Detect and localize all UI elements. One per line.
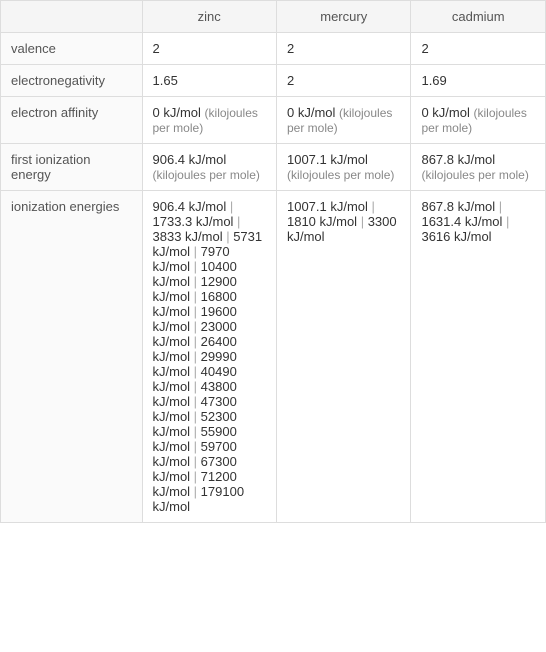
row-header: electron affinity <box>1 97 143 144</box>
row-header: first ionization energy <box>1 144 143 191</box>
cell-unit: (kilojoules per mole) <box>153 168 260 182</box>
cell-value: 2 <box>421 41 428 56</box>
cell-value: 2 <box>287 41 294 56</box>
separator: | <box>190 259 201 274</box>
data-cell: 2 <box>276 65 410 97</box>
cell-unit: (kilojoules per mole) <box>287 168 394 182</box>
separator: | <box>190 319 201 334</box>
data-cell: 1007.1 kJ/mol | 1810 kJ/mol | 3300 kJ/mo… <box>276 191 410 523</box>
ionization-value: 1810 kJ/mol <box>287 214 357 229</box>
table-row: valence 2 2 2 <box>1 33 546 65</box>
cell-value: 1.65 <box>153 73 178 88</box>
row-header: ionization energies <box>1 191 143 523</box>
separator: | <box>190 364 201 379</box>
separator: | <box>233 214 240 229</box>
separator: | <box>368 199 375 214</box>
table-row: electronegativity 1.65 2 1.69 <box>1 65 546 97</box>
properties-table: zinc mercury cadmium valence222electrone… <box>0 0 546 523</box>
separator: | <box>357 214 368 229</box>
ionization-value: 867.8 kJ/mol <box>421 199 495 214</box>
cell-value: 906.4 kJ/mol <box>153 152 227 167</box>
cell-value: 1007.1 kJ/mol <box>287 152 368 167</box>
separator: | <box>190 454 201 469</box>
cell-value: 2 <box>153 41 160 56</box>
data-cell: 2 <box>276 33 410 65</box>
separator: | <box>190 379 201 394</box>
separator: | <box>495 199 502 214</box>
table-row: electron affinity0 kJ/mol (kilojoules pe… <box>1 97 546 144</box>
table-row: first ionization energy906.4 kJ/mol (kil… <box>1 144 546 191</box>
separator: | <box>190 334 201 349</box>
separator: | <box>502 214 509 229</box>
data-cell: 2 <box>142 33 276 65</box>
separator: | <box>190 289 201 304</box>
ionization-value: 1733.3 kJ/mol <box>153 214 234 229</box>
column-header: mercury <box>276 1 410 33</box>
separator: | <box>226 199 233 214</box>
separator: | <box>190 409 201 424</box>
separator: | <box>223 229 234 244</box>
row-header: electronegativity <box>1 65 143 97</box>
cell-value: 0 kJ/mol <box>421 105 469 120</box>
cell-value: 2 <box>287 73 294 88</box>
ionization-value: 1631.4 kJ/mol <box>421 214 502 229</box>
data-cell: 906.4 kJ/mol (kilojoules per mole) <box>142 144 276 191</box>
data-cell: 867.8 kJ/mol (kilojoules per mole) <box>411 144 546 191</box>
data-cell: 0 kJ/mol (kilojoules per mole) <box>411 97 546 144</box>
column-header: zinc <box>142 1 276 33</box>
cell-unit: (kilojoules per mole) <box>421 168 528 182</box>
ionization-value: 3616 kJ/mol <box>421 229 491 244</box>
separator: | <box>190 304 201 319</box>
cell-value: 1.69 <box>421 73 446 88</box>
data-cell: 2 <box>411 33 546 65</box>
separator: | <box>190 394 201 409</box>
cell-value: 867.8 kJ/mol <box>421 152 495 167</box>
data-cell: 1.65 <box>142 65 276 97</box>
cell-value: 0 kJ/mol <box>153 105 201 120</box>
separator: | <box>190 274 201 289</box>
data-cell: 867.8 kJ/mol | 1631.4 kJ/mol | 3616 kJ/m… <box>411 191 546 523</box>
ionization-value: 906.4 kJ/mol <box>153 199 227 214</box>
data-cell: 1.69 <box>411 65 546 97</box>
separator: | <box>190 349 201 364</box>
table-body: valence222electronegativity1.6521.69elec… <box>1 33 546 523</box>
separator: | <box>190 424 201 439</box>
cell-value: 0 kJ/mol <box>287 105 335 120</box>
table-row: ionization energies906.4 kJ/mol | 1733.3… <box>1 191 546 523</box>
separator: | <box>190 469 201 484</box>
row-header: valence <box>1 33 143 65</box>
data-cell: 0 kJ/mol (kilojoules per mole) <box>142 97 276 144</box>
data-cell: 0 kJ/mol (kilojoules per mole) <box>276 97 410 144</box>
ionization-value: 3833 kJ/mol <box>153 229 223 244</box>
ionization-value: 1007.1 kJ/mol <box>287 199 368 214</box>
separator: | <box>190 439 201 454</box>
separator: | <box>190 484 201 499</box>
data-cell: 906.4 kJ/mol | 1733.3 kJ/mol | 3833 kJ/m… <box>142 191 276 523</box>
separator: | <box>190 244 201 259</box>
corner-cell <box>1 1 143 33</box>
data-cell: 1007.1 kJ/mol (kilojoules per mole) <box>276 144 410 191</box>
column-header: cadmium <box>411 1 546 33</box>
